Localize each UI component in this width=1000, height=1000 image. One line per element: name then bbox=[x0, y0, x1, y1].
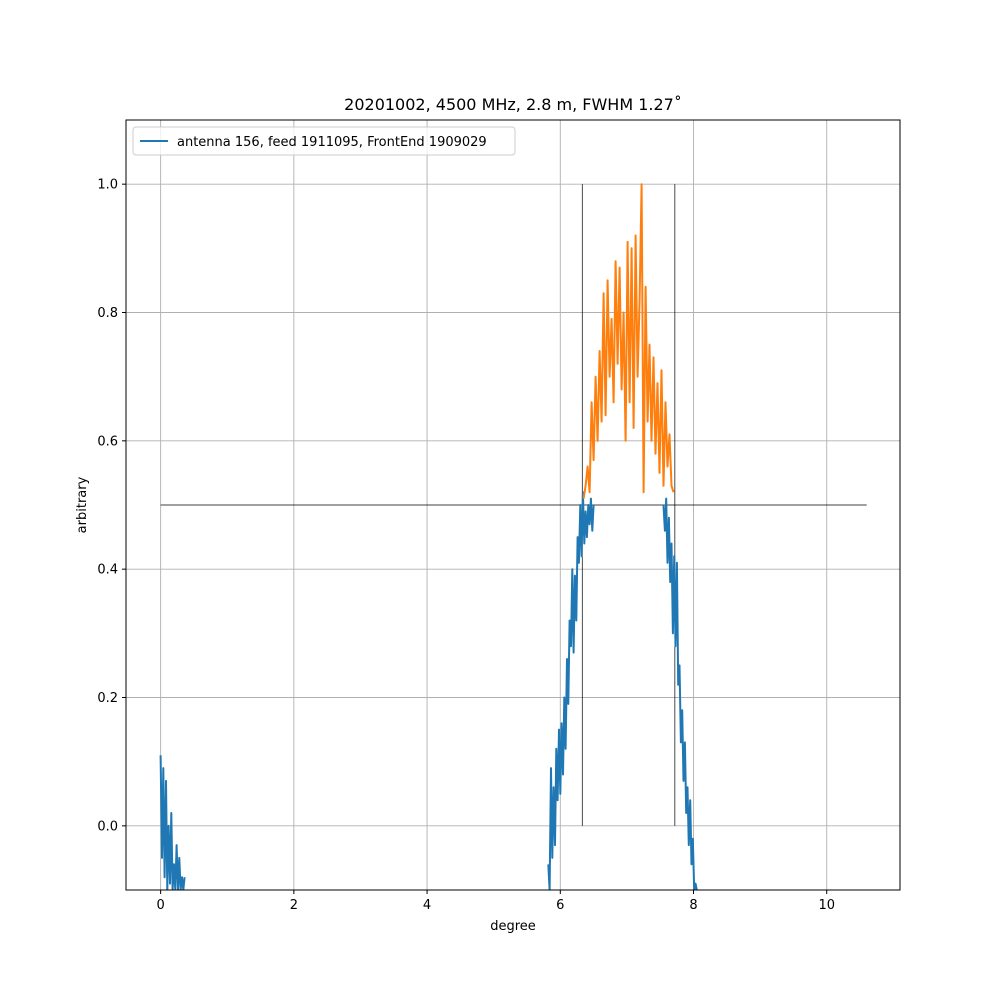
y-tick-label: 0.0 bbox=[97, 819, 118, 834]
series-line-blue bbox=[662, 497, 698, 890]
x-tick-label: 10 bbox=[818, 898, 835, 913]
x-axis-ticks: 0 2 4 6 8 10 bbox=[156, 890, 835, 913]
y-tick-label: 1.0 bbox=[97, 178, 118, 193]
chart-title: 20201002, 4500 MHz, 2.8 m, FWHM 1.27˚ bbox=[344, 95, 682, 114]
y-axis-label: arbitrary bbox=[75, 476, 90, 533]
x-tick-label: 8 bbox=[689, 898, 697, 913]
y-tick-label: 0.6 bbox=[97, 434, 118, 449]
x-tick-label: 0 bbox=[156, 898, 164, 913]
x-tick-label: 2 bbox=[290, 898, 298, 913]
series-line-blue bbox=[159, 755, 186, 890]
series-layer bbox=[159, 183, 698, 890]
y-axis-ticks: 0.0 0.2 0.4 0.6 0.8 1.0 bbox=[97, 178, 126, 834]
series-line-orange bbox=[582, 183, 675, 499]
y-tick-label: 0.2 bbox=[97, 691, 118, 706]
x-tick-label: 4 bbox=[423, 898, 431, 913]
legend-box bbox=[132, 126, 516, 156]
y-tick-label: 0.4 bbox=[97, 563, 118, 578]
y-tick-label: 0.8 bbox=[97, 306, 118, 321]
legend: antenna 156, feed 1911095, FrontEnd 1909… bbox=[132, 126, 516, 156]
plot-area bbox=[159, 183, 698, 890]
x-axis-label: degree bbox=[490, 919, 536, 934]
legend-entry-label: antenna 156, feed 1911095, FrontEnd 1909… bbox=[177, 135, 487, 150]
axes-frame bbox=[125, 119, 901, 891]
x-tick-label: 6 bbox=[556, 898, 564, 913]
series-line-blue bbox=[547, 491, 595, 890]
